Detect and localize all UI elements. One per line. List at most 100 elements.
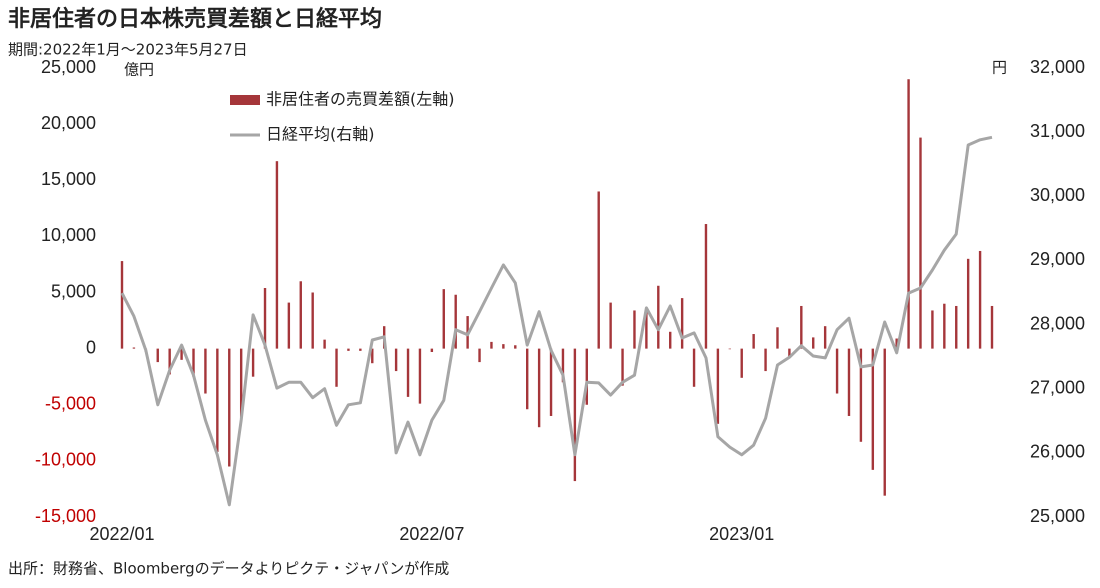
bar bbox=[919, 137, 922, 349]
bar bbox=[561, 348, 565, 383]
bar bbox=[418, 348, 422, 404]
bar bbox=[978, 250, 982, 349]
bar bbox=[692, 348, 696, 387]
bar bbox=[275, 161, 279, 349]
bar bbox=[657, 285, 660, 349]
bar bbox=[311, 292, 314, 349]
bar bbox=[454, 294, 457, 349]
bar bbox=[573, 348, 577, 482]
y2-tick-label: 28,000 bbox=[1030, 313, 1085, 333]
bar bbox=[216, 348, 219, 452]
bar bbox=[204, 348, 207, 394]
bar bbox=[120, 261, 124, 349]
bar bbox=[526, 348, 529, 410]
bar bbox=[597, 191, 600, 349]
bar bbox=[359, 348, 362, 351]
line bbox=[120, 135, 993, 507]
bar bbox=[323, 339, 326, 349]
bar bbox=[633, 310, 636, 349]
bar bbox=[788, 348, 791, 358]
bar bbox=[847, 348, 851, 416]
y2-tick-label: 30,000 bbox=[1030, 185, 1085, 205]
bar bbox=[800, 305, 803, 349]
bar bbox=[776, 327, 779, 349]
y-tick-label: 15,000 bbox=[41, 169, 96, 189]
bar bbox=[371, 348, 374, 364]
y2-tick-label: 26,000 bbox=[1030, 442, 1085, 462]
bar bbox=[168, 348, 171, 375]
bar bbox=[347, 348, 350, 351]
bar bbox=[907, 79, 910, 349]
bar bbox=[883, 348, 886, 496]
bar bbox=[585, 348, 588, 405]
y2-tick-label: 32,000 bbox=[1030, 57, 1085, 77]
bar bbox=[931, 310, 934, 349]
bar bbox=[299, 281, 302, 349]
y-tick-label: -5,000 bbox=[45, 394, 96, 414]
y2-tick-label: 25,000 bbox=[1030, 506, 1085, 526]
bar bbox=[430, 348, 434, 352]
bar bbox=[859, 348, 863, 442]
y-tick-label: 0 bbox=[86, 337, 96, 357]
bar bbox=[406, 348, 410, 397]
bar bbox=[740, 348, 743, 378]
bar bbox=[251, 348, 255, 377]
x-tick-label: 2022/07 bbox=[399, 524, 464, 544]
y-axis-unit: 億円 bbox=[124, 61, 154, 79]
bar bbox=[990, 305, 994, 349]
bar bbox=[728, 348, 732, 350]
bar bbox=[871, 348, 875, 470]
chart-title: 非居住者の日本株売買差額と日経平均 bbox=[8, 6, 382, 32]
bar bbox=[621, 348, 624, 386]
chart-subtitle: 期間:2022年1月～2023年5月27日 bbox=[8, 41, 248, 59]
y2-tick-label: 31,000 bbox=[1030, 121, 1085, 141]
bar bbox=[716, 348, 720, 424]
x-tick-label: 2022/01 bbox=[89, 524, 154, 544]
bar bbox=[156, 348, 159, 363]
bar bbox=[955, 305, 958, 349]
y2-tick-label: 27,000 bbox=[1030, 377, 1085, 397]
bar bbox=[502, 344, 505, 349]
y-tick-label: 20,000 bbox=[41, 113, 96, 133]
bar bbox=[669, 331, 672, 349]
bar bbox=[895, 338, 898, 349]
x-tick-label: 2023/01 bbox=[709, 524, 774, 544]
bar bbox=[228, 348, 231, 467]
bar bbox=[549, 348, 553, 416]
bar bbox=[192, 348, 195, 377]
bar bbox=[609, 302, 612, 349]
bar bbox=[823, 326, 827, 349]
bar bbox=[335, 348, 338, 387]
legend-swatch bbox=[230, 95, 260, 105]
bar bbox=[943, 303, 946, 349]
bar bbox=[132, 347, 136, 349]
y-tick-label: 5,000 bbox=[51, 281, 96, 301]
y-tick-label: -15,000 bbox=[35, 506, 96, 526]
y2-tick-label: 29,000 bbox=[1030, 249, 1085, 269]
bar bbox=[704, 224, 708, 349]
bar bbox=[394, 348, 398, 372]
bar bbox=[180, 348, 183, 360]
bar bbox=[287, 302, 291, 349]
legend-label: 日経平均(右軸) bbox=[266, 125, 375, 144]
bar bbox=[490, 341, 493, 349]
bar bbox=[966, 258, 970, 349]
bar bbox=[514, 345, 517, 349]
bar bbox=[239, 348, 243, 419]
y-tick-label: 25,000 bbox=[41, 57, 96, 77]
bar bbox=[478, 348, 481, 363]
bar bbox=[442, 289, 445, 349]
bar bbox=[263, 288, 267, 349]
source-note: 出所：財務省、Bloombergのデータよりピクテ・ジャパンが作成 bbox=[8, 560, 449, 578]
bar bbox=[764, 348, 767, 372]
bar bbox=[537, 348, 541, 428]
bar bbox=[835, 348, 839, 394]
y2-axis-unit: 円 bbox=[992, 59, 1007, 77]
y-tick-label: 10,000 bbox=[41, 225, 96, 245]
bar bbox=[645, 310, 648, 349]
bar bbox=[752, 334, 755, 349]
y-tick-label: -10,000 bbox=[35, 450, 96, 470]
bar bbox=[680, 298, 684, 349]
legend-label: 非居住者の売買差額(左軸) bbox=[266, 90, 455, 109]
